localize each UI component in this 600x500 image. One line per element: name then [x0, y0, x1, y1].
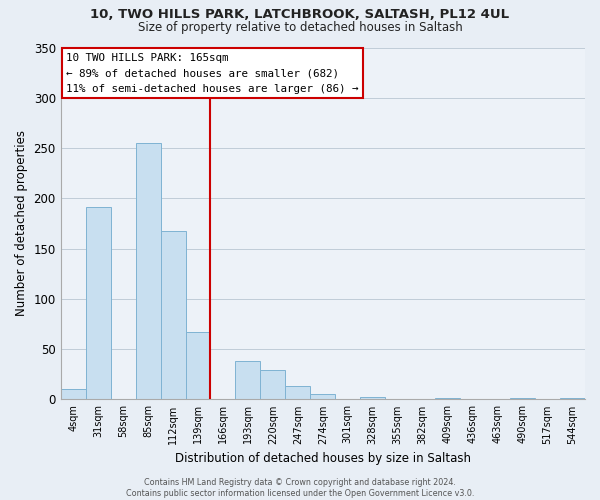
- Bar: [510, 398, 535, 400]
- Bar: [161, 230, 185, 400]
- Text: 10, TWO HILLS PARK, LATCHBROOK, SALTASH, PL12 4UL: 10, TWO HILLS PARK, LATCHBROOK, SALTASH,…: [91, 8, 509, 20]
- Text: Contains HM Land Registry data © Crown copyright and database right 2024.
Contai: Contains HM Land Registry data © Crown c…: [126, 478, 474, 498]
- Bar: [260, 370, 286, 400]
- Bar: [86, 208, 110, 400]
- Text: 10 TWO HILLS PARK: 165sqm
← 89% of detached houses are smaller (682)
11% of semi: 10 TWO HILLS PARK: 165sqm ← 89% of detac…: [66, 53, 358, 94]
- Bar: [235, 361, 260, 400]
- Bar: [360, 398, 385, 400]
- Y-axis label: Number of detached properties: Number of detached properties: [15, 130, 28, 316]
- X-axis label: Distribution of detached houses by size in Saltash: Distribution of detached houses by size …: [175, 452, 471, 465]
- Bar: [185, 332, 211, 400]
- Bar: [61, 390, 86, 400]
- Bar: [310, 394, 335, 400]
- Bar: [286, 386, 310, 400]
- Bar: [435, 398, 460, 400]
- Bar: [136, 143, 161, 400]
- Text: Size of property relative to detached houses in Saltash: Size of property relative to detached ho…: [137, 22, 463, 35]
- Bar: [560, 398, 585, 400]
